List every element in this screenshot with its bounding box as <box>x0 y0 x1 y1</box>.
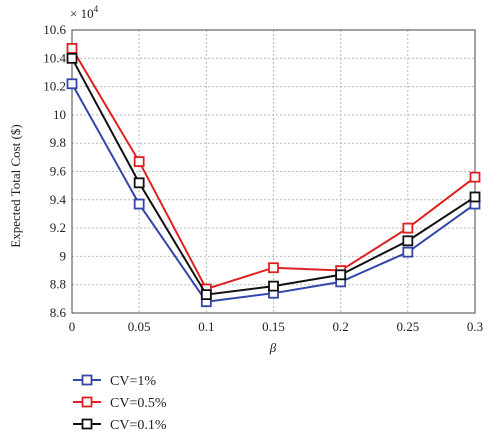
x-tick-label: 0.1 <box>198 319 214 334</box>
legend-label: CV=1% <box>110 374 156 389</box>
y-tick-label: 9.8 <box>50 135 66 150</box>
data-point-marker <box>133 198 145 210</box>
x-tick-label: 0.3 <box>467 319 483 334</box>
legend-label: CV=0.1% <box>110 418 167 433</box>
data-point-marker <box>335 269 347 281</box>
x-tick-label: 0.2 <box>333 319 349 334</box>
x-tick-labels: 0 0.05 0.1 0.15 0.2 0.25 0.3 <box>69 319 483 334</box>
y-tick-label: 10.4 <box>43 50 66 65</box>
series-layer <box>66 42 481 308</box>
legend-item: CV=1% <box>73 374 156 389</box>
data-point-marker <box>402 222 414 234</box>
y-tick-label: 9 <box>60 248 67 263</box>
data-point-marker <box>133 156 145 167</box>
data-point-marker <box>402 246 414 258</box>
y-tick-label: 8.6 <box>50 305 67 320</box>
y-tick-label: 10 <box>53 107 66 122</box>
y-axis-title: Expected Total Cost ($) <box>8 124 23 247</box>
legend-label: CV=0.5% <box>110 396 167 411</box>
series-2 <box>66 42 481 295</box>
y-tick-label: 8.8 <box>50 277 66 292</box>
y-axis-multiplier: × 104 <box>70 4 99 21</box>
data-point-marker <box>469 191 481 203</box>
series-3 <box>66 52 481 301</box>
data-point-marker <box>66 52 78 64</box>
y-tick-label: 10.2 <box>43 79 66 94</box>
y-tick-label: 9.2 <box>50 220 66 235</box>
data-point-marker <box>268 280 279 292</box>
data-point-marker <box>200 289 212 301</box>
y-tick-label: 9.4 <box>50 192 67 207</box>
y-tick-label: 10.6 <box>43 22 66 37</box>
y-tick-labels: 8.6 8.8 9 9.2 9.4 9.6 9.8 10 10.2 10.4 10.6 <box>43 22 66 320</box>
data-point-marker <box>469 171 481 183</box>
data-point-marker <box>66 78 78 90</box>
x-tick-label: 0.15 <box>262 319 285 334</box>
data-point-marker <box>66 42 78 54</box>
legend-marker <box>81 374 93 386</box>
data-point-marker <box>133 177 145 189</box>
x-axis-title: β <box>269 340 277 355</box>
legend-marker <box>81 396 93 408</box>
data-point-marker <box>402 235 414 247</box>
legend-marker <box>81 418 93 430</box>
x-tick-label: 0.05 <box>128 319 151 334</box>
legend-item: CV=0.5% <box>73 396 167 411</box>
legend-item: CV=0.1% <box>73 418 167 433</box>
x-tick-label: 0.25 <box>396 319 419 334</box>
x-tick-label: 0 <box>69 319 76 334</box>
legend: CV=1% CV=0.5% CV=0.1% <box>73 374 167 433</box>
plot-frame <box>71 29 476 314</box>
data-point-marker <box>268 262 279 274</box>
y-tick-label: 9.6 <box>50 164 67 179</box>
series-1 <box>66 78 481 308</box>
